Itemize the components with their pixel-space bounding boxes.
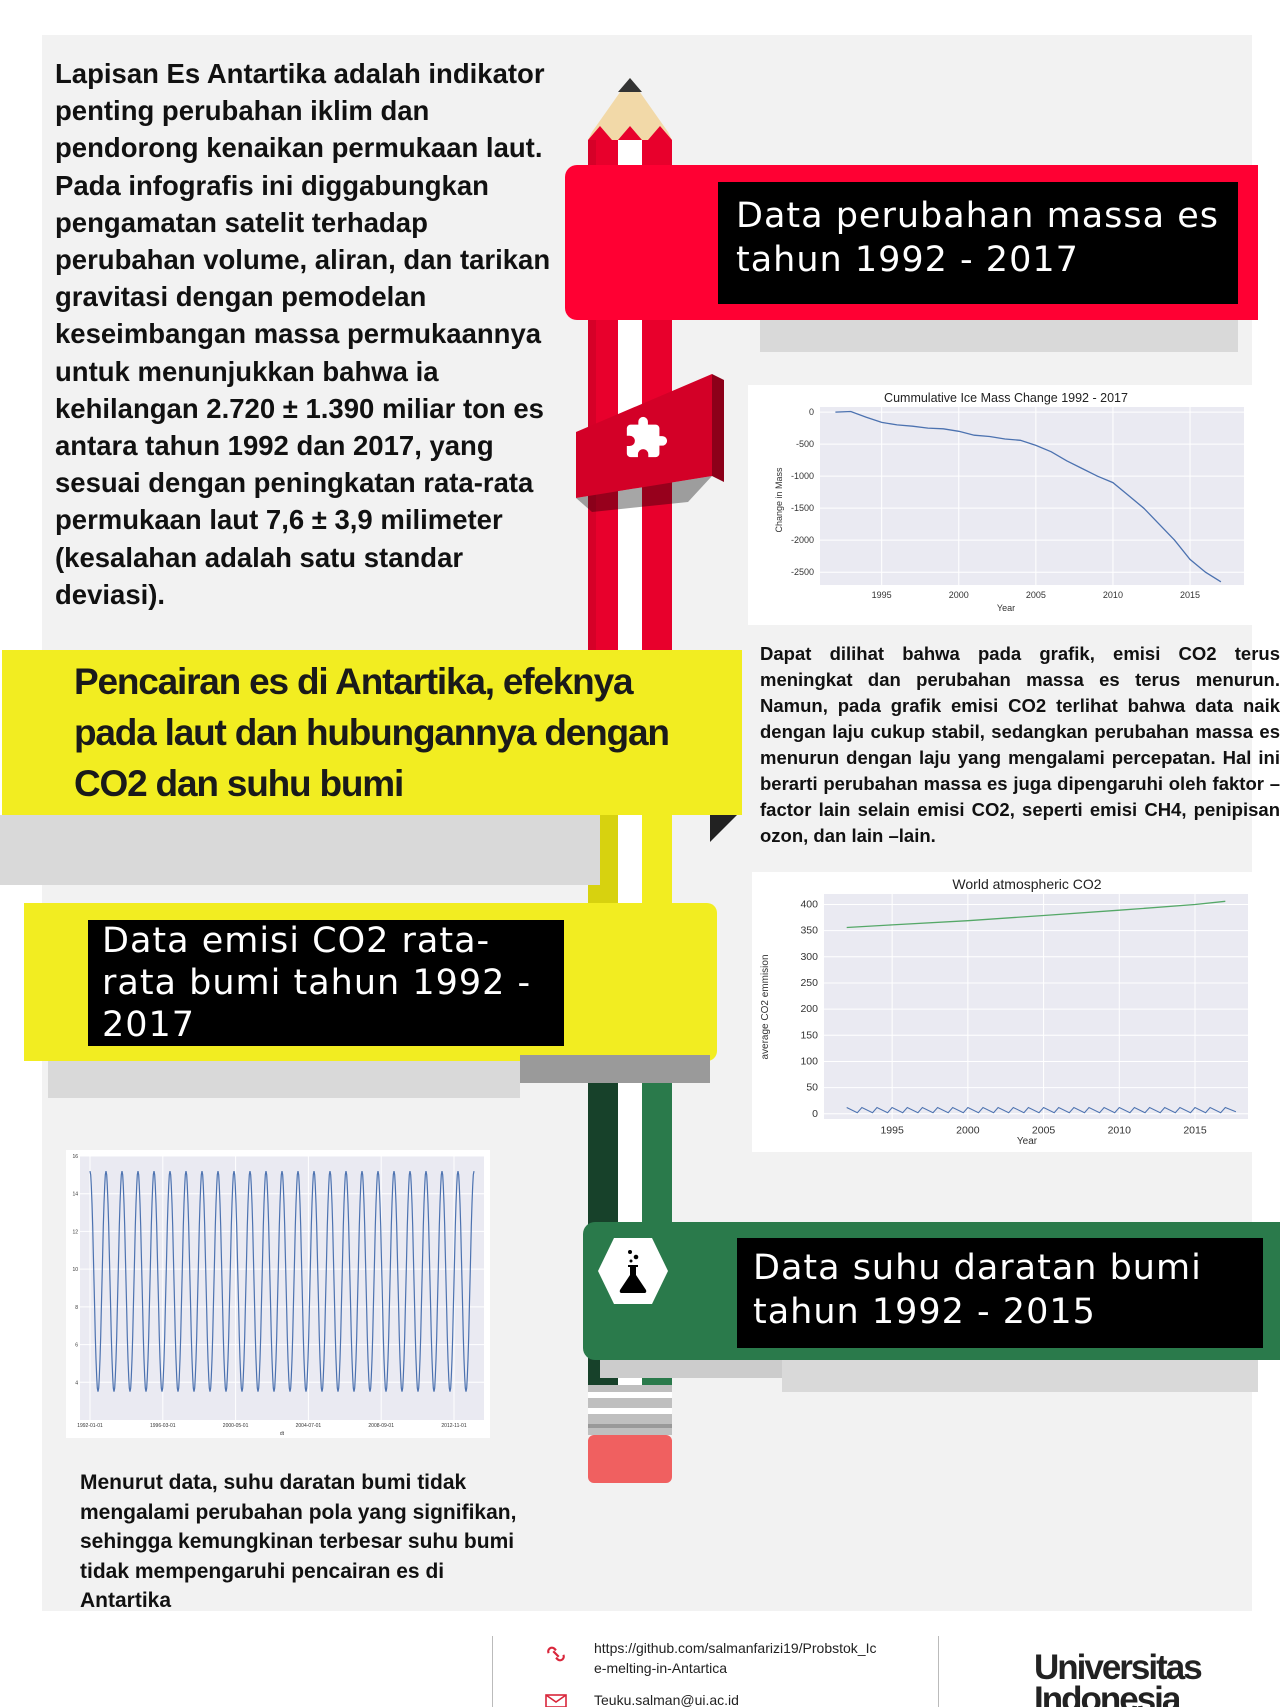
x-tick-label: 1995 (872, 590, 892, 600)
link-icon[interactable] (545, 1643, 567, 1665)
footer-link-line1[interactable]: https://github.com/salmanfarizi19/Probst… (594, 1640, 877, 1656)
y-tick-label: 12 (72, 1229, 78, 1235)
y-tick-label: -1500 (791, 503, 814, 513)
x-tick-label: 2015 (1183, 1125, 1207, 1137)
x-tick-label: 1995 (880, 1125, 904, 1137)
y-tick-label: 100 (800, 1055, 818, 1067)
y-tick-label: 400 (800, 898, 818, 910)
co2-section-title: Data emisi CO2 rata-rata bumi tahun 1992… (88, 920, 564, 1046)
y-tick-label: -1000 (791, 471, 814, 481)
x-tick-label: 2015 (1180, 590, 1200, 600)
co2-chart-ylabel: average CO2 emmision (760, 954, 771, 1059)
ice-mass-line (835, 410, 1222, 583)
x-tick-label: 1996-03-01 (150, 1423, 176, 1429)
logo-line1: Universitas (1034, 1648, 1203, 1687)
plot-area (824, 894, 1248, 1119)
footer-email[interactable]: Teuku.salman@ui.ac.id (594, 1692, 739, 1707)
co2-chart: World atmospheric CO2 Year average CO2 e… (752, 872, 1258, 1152)
footer-link-line2[interactable]: e-melting-in-Antartica (594, 1660, 728, 1676)
co2-chart-svg: World atmospheric CO2 Year average CO2 e… (760, 876, 1248, 1147)
x-tick-label: 2004-07-01 (296, 1423, 322, 1429)
y-tick-label: 4 (75, 1380, 78, 1386)
y-tick-label: 200 (800, 1003, 818, 1015)
x-tick-label: 2000-05-01 (223, 1423, 249, 1429)
ice-mass-chart-svg: Cummulative Ice Mass Change 1992 - 2017 … (774, 391, 1244, 613)
co2-concentration-line (846, 900, 1226, 929)
x-tick-label: 2012-11-01 (441, 1423, 466, 1429)
x-tick-label: 2010 (1103, 590, 1123, 600)
footer-divider-right (938, 1636, 939, 1707)
university-logo: Universitas Indonesia (1034, 1648, 1203, 1707)
y-tick-label: 14 (72, 1192, 78, 1198)
y-tick-label: 250 (800, 977, 818, 989)
flask-icon (619, 1250, 647, 1293)
ice-chart-ylabel: Change in Mass (774, 467, 784, 533)
y-tick-label: 16 (72, 1154, 78, 1160)
y-tick-label: -2000 (791, 535, 814, 545)
x-tick-label: 2005 (1026, 590, 1046, 600)
temperature-chart-svg: dt 4 6 8 10 12 14 16 1992-01-01 1996-03-01 2000-0… (72, 1154, 484, 1437)
logo-line2: Indonesia (1034, 1680, 1181, 1707)
y-tick-label: 6 (75, 1343, 78, 1349)
ice-chart-title: Cummulative Ice Mass Change 1992 - 2017 (884, 391, 1128, 405)
ice-co2-note: Dapat dilihat bahwa pada grafik, emisi C… (760, 643, 1280, 846)
intro-paragraph: Lapisan Es Antartika adalah indikator pe… (55, 58, 551, 610)
temp-chart-xlabel: dt (280, 1431, 285, 1437)
temperature-chart: dt 4 6 8 10 12 14 16 1992-01-01 1996-03-01 2000-0… (66, 1150, 490, 1438)
main-title: Pencairan es di Antartika, efeknya pada … (74, 661, 670, 804)
x-tick-label: 2005 (1032, 1125, 1056, 1137)
temperature-note: Menurut data, suhu daratan bumi tidak me… (80, 1471, 517, 1612)
temperature-line (89, 1170, 475, 1392)
y-tick-label: 300 (800, 951, 818, 963)
y-tick-label: 10 (72, 1267, 78, 1273)
ice-section-title: Data perubahan massa es tahun 1992 - 201… (718, 182, 1238, 304)
x-tick-label: 2008-09-01 (368, 1423, 394, 1429)
y-tick-label: 50 (806, 1082, 818, 1094)
main-title-banner (2, 650, 742, 815)
ice-chart-xlabel: Year (997, 603, 1015, 613)
puzzle-icon (626, 416, 668, 458)
temp-section-title: Data suhu daratan bumi tahun 1992 - 2015 (737, 1238, 1263, 1348)
co2-monthly-line (846, 1106, 1237, 1114)
main-title-shadow (0, 815, 600, 885)
x-tick-label: 2000 (949, 590, 969, 600)
x-tick-label: 2000 (956, 1125, 980, 1137)
y-tick-label: 8 (75, 1305, 78, 1311)
plot-area (80, 1156, 484, 1420)
x-tick-label: 1992-01-01 (77, 1423, 103, 1429)
envelope-icon (545, 1694, 567, 1707)
y-tick-label: 0 (809, 407, 814, 417)
main-title-fold (710, 812, 740, 842)
y-tick-label: -2500 (791, 567, 814, 577)
plot-area (820, 407, 1244, 585)
footer-link[interactable]: https://github.com/salmanfarizi19/Probst… (594, 1638, 934, 1678)
footer-divider-left (492, 1636, 493, 1707)
co2-chart-title: World atmospheric CO2 (952, 876, 1101, 892)
y-tick-label: 350 (800, 925, 818, 937)
co2-chart-xlabel: Year (1017, 1136, 1038, 1147)
y-tick-label: -500 (796, 439, 814, 449)
co2-banner-fold (520, 1055, 710, 1083)
x-tick-label: 2010 (1108, 1125, 1132, 1137)
y-tick-label: 0 (812, 1108, 818, 1120)
ice-mass-chart: Cummulative Ice Mass Change 1992 - 2017 … (748, 385, 1256, 625)
y-tick-label: 150 (800, 1029, 818, 1041)
